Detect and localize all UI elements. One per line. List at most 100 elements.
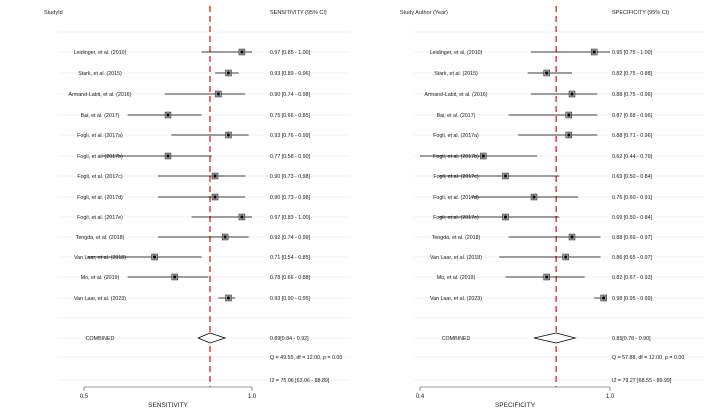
spec-study-name-4: Fogli, et al. (2017a) (433, 133, 479, 139)
sens-stat-0: Q = 49.55, df = 12.00, p = 0.00 (270, 355, 342, 361)
sens-point-1 (226, 71, 230, 75)
spec-point-4 (567, 133, 571, 137)
sens-point-6 (213, 174, 217, 178)
spec-x-tick-label-1: 1.0 (606, 394, 615, 400)
sens-study-name-7: Fogli, et al. (2017d) (77, 195, 123, 201)
sens-estimate-label-8: 0.97 [0.83 - 1.00] (270, 215, 311, 221)
spec-estimate-label-2: 0.88 [0.75 - 0.96] (612, 92, 653, 98)
sens-point-10 (153, 255, 157, 259)
spec-estimate-label-1: 0.82 [0.75 - 0.88] (612, 71, 653, 77)
sens-header-estimate: SENSITIVITY (95% CI) (270, 10, 327, 16)
sens-study-name-9: Tengda, et al. (2018) (76, 235, 125, 241)
sens-combined-name: COMBINED (86, 336, 115, 342)
sens-stat-1: I2 = 75.06 [63.06 - 88.89] (270, 378, 330, 384)
spec-point-9 (570, 235, 574, 239)
sens-combined-label: 0.89[0.84 - 0.92] (270, 336, 309, 342)
sens-study-name-8: Fogli, et al. (2017e) (77, 215, 123, 221)
spec-estimate-label-0: 0.95 [0.75 - 1.00] (612, 50, 653, 56)
sens-estimate-label-0: 0.97 [0.85 - 1.00] (270, 50, 311, 56)
sens-estimate-label-1: 0.93 [0.89 - 0.96] (270, 71, 311, 77)
sens-study-name-6: Fogli, et al. (2017c) (77, 174, 123, 180)
sens-estimate-label-10: 0.71 [0.54 - 0.85] (270, 255, 311, 261)
spec-header-estimate: SPECIFICITY (95% CI) (612, 10, 669, 16)
spec-study-name-1: Stark, et al. (2015) (434, 71, 478, 77)
sens-study-name-1: Stark, et al. (2015) (78, 71, 122, 77)
sens-point-9 (223, 235, 227, 239)
spec-estimate-label-10: 0.86 [0.65 - 0.97] (612, 255, 653, 261)
spec-study-name-11: Mo, et al. (2019) (437, 275, 476, 281)
spec-point-6 (504, 174, 507, 178)
sens-estimate-label-4: 0.93 [0.76 - 0.99] (270, 133, 311, 139)
sens-estimate-label-2: 0.90 [0.74 - 0.98] (270, 92, 311, 98)
sens-study-name-5: Fogli, et al. (2017b) (77, 154, 123, 160)
spec-estimate-label-5: 0.62 [0.44 - 0.79] (612, 154, 653, 160)
spec-study-name-10: Van Laar, et al. (2018) (430, 255, 482, 261)
spec-estimate-label-4: 0.88 [0.71 - 0.96] (612, 133, 653, 139)
spec-x-axis-title: SPECIFICITY (495, 402, 536, 409)
sens-estimate-label-7: 0.90 [0.73 - 0.98] (270, 195, 311, 201)
sens-study-name-12: Van Laar, et al. (2023) (74, 296, 126, 302)
spec-stat-0: Q = 57.88, df = 12.00, p = 0.00 (612, 355, 684, 361)
spec-study-name-9: Tengda, et al. (2018) (432, 235, 481, 241)
spec-estimate-label-11: 0.82 [0.67 - 0.93] (612, 275, 653, 281)
spec-point-0 (592, 50, 596, 54)
spec-point-12 (602, 296, 606, 300)
spec-x-tick-label-0: 0.4 (416, 394, 425, 400)
spec-header-study: Study Author (Year) (400, 10, 448, 16)
sens-combined-diamond (197, 332, 227, 344)
spec-estimate-label-6: 0.69 [0.50 - 0.84] (612, 174, 653, 180)
spec-study-name-12: Van Laar, et al. (2023) (430, 296, 482, 302)
specificity-forest-panel: 0.4 1.0 SPECIFICITY Study Author (Year) SPEC… (400, 6, 704, 409)
sens-header-study: StudyId (44, 10, 63, 16)
sensitivity-forest-panel: 0.5 1.0 SENSITIVITY StudyId SENSITIVITY (95%… (44, 6, 350, 409)
spec-point-5 (481, 154, 485, 158)
sens-study-name-2: Armand-Labit, et al. (2016) (68, 92, 131, 98)
spec-estimate-label-8: 0.69 [0.50 - 0.84] (612, 215, 653, 221)
spec-study-name-3: Bai, et al. (2017) (437, 113, 476, 119)
spec-estimate-label-7: 0.76 [0.60 - 0.91] (612, 195, 653, 201)
sens-point-4 (226, 133, 230, 137)
sens-point-3 (166, 113, 170, 117)
sens-study-name-0: Leidinger, et al. (2010) (74, 50, 127, 56)
sens-study-name-10: Van Laar, et al. (2018) (74, 255, 126, 261)
spec-point-2 (570, 92, 574, 96)
sens-point-0 (240, 50, 244, 54)
spec-study-name-8: Fogli, et al. (2017e) (433, 215, 479, 221)
sens-x-tick-label-0: 0.5 (80, 394, 89, 400)
spec-point-11 (545, 275, 549, 279)
spec-estimate-label-3: 0.87 [0.68 - 0.96] (612, 113, 653, 119)
spec-point-10 (564, 255, 568, 259)
sens-estimate-label-9: 0.92 [0.74 - 0.99] (270, 235, 311, 241)
sens-study-name-3: Bai, et al. (2017) (81, 113, 120, 119)
spec-combined-label: 0.85[0.78 - 0.90] (612, 336, 651, 342)
sens-point-5 (166, 154, 170, 158)
sens-study-name-4: Fogli, et al. (2017a) (77, 133, 123, 139)
spec-study-name-0: Leidinger, et al. (2010) (430, 50, 483, 56)
sens-point-12 (226, 296, 230, 300)
spec-stat-1: I2 = 79.27 [68.55 - 89.99] (612, 378, 672, 384)
spec-study-name-7: Fogli, et al. (2017d) (433, 195, 479, 201)
sens-x-axis-title: SENSITIVITY (148, 402, 188, 409)
sens-estimate-label-11: 0.78 [0.66 - 0.88] (270, 275, 311, 281)
sens-study-name-11: Mo, et al. (2019) (81, 275, 120, 281)
sens-estimate-label-5: 0.77 [0.58 - 0.90] (270, 154, 311, 160)
sens-point-7 (213, 195, 217, 199)
spec-study-name-6: Fogli, et al. (2017c) (433, 174, 479, 180)
sens-estimate-label-12: 0.93 [0.90 - 0.95] (270, 296, 311, 302)
spec-estimate-label-12: 0.98 [0.95 - 0.99] (612, 296, 653, 302)
sens-point-11 (173, 275, 177, 279)
spec-point-8 (504, 215, 507, 219)
sens-point-2 (216, 92, 220, 96)
spec-estimate-label-9: 0.88 [0.69 - 0.97] (612, 235, 653, 241)
spec-point-3 (567, 113, 571, 117)
spec-combined-name: COMBINED (442, 336, 471, 342)
sens-estimate-label-6: 0.90 [0.73 - 0.98] (270, 174, 311, 180)
sens-estimate-label-3: 0.75 [0.66 - 0.85] (270, 113, 311, 119)
spec-study-name-5: Fogli, et al. (2017b) (433, 154, 479, 160)
spec-combined-diamond (533, 332, 577, 344)
sens-x-tick-label-1: 1.0 (248, 394, 257, 400)
spec-point-1 (545, 71, 549, 75)
spec-study-name-2: Armand-Labit, et al. (2016) (424, 92, 487, 98)
